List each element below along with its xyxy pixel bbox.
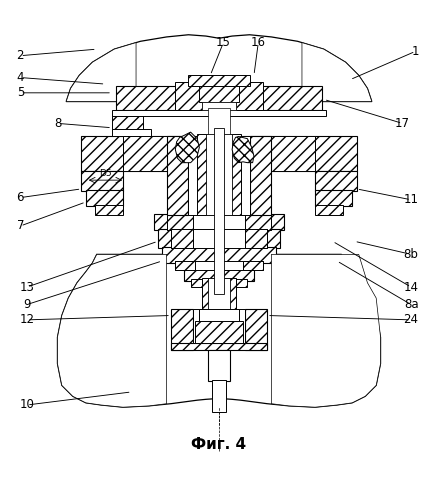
Polygon shape (66, 42, 136, 102)
Bar (201, 278, 237, 311)
Bar (175, 261, 263, 270)
Bar (171, 230, 267, 248)
Text: 11: 11 (403, 194, 419, 206)
Text: 24: 24 (403, 314, 419, 326)
Bar (188, 76, 250, 86)
Text: 2: 2 (17, 49, 24, 62)
Text: 4: 4 (17, 71, 24, 84)
Text: 12: 12 (19, 314, 35, 326)
Bar (191, 280, 247, 287)
Bar (212, 380, 226, 412)
Polygon shape (232, 136, 254, 162)
Text: Фиг. 4: Фиг. 4 (191, 437, 247, 452)
Bar (199, 309, 239, 320)
Bar (315, 190, 352, 206)
Text: 14: 14 (403, 280, 419, 293)
Bar (123, 136, 315, 172)
Bar (86, 190, 123, 206)
Text: 7: 7 (17, 220, 24, 232)
Bar (208, 350, 230, 381)
Polygon shape (166, 38, 272, 102)
Bar (272, 136, 315, 172)
Bar (95, 206, 123, 215)
Text: 9: 9 (23, 298, 31, 311)
Bar (208, 278, 230, 311)
Text: 8: 8 (54, 117, 61, 130)
Polygon shape (57, 254, 166, 407)
Bar (195, 320, 243, 342)
Bar (188, 136, 250, 215)
Bar (214, 128, 224, 294)
Bar (199, 84, 239, 102)
Text: 5: 5 (17, 86, 24, 100)
Text: 1: 1 (412, 45, 419, 58)
Bar (158, 230, 280, 248)
Bar (243, 261, 263, 270)
Bar (250, 136, 272, 215)
Bar (208, 108, 230, 136)
Text: 10: 10 (19, 398, 34, 411)
Bar (117, 86, 321, 110)
Bar (175, 82, 201, 110)
Bar (197, 134, 241, 215)
Text: 6: 6 (17, 191, 24, 204)
Bar (175, 261, 195, 270)
Bar (153, 214, 285, 230)
Polygon shape (57, 254, 381, 407)
Text: 8a: 8a (404, 298, 418, 311)
Bar (315, 172, 357, 191)
Bar (171, 309, 193, 350)
Bar (315, 206, 343, 215)
Bar (245, 309, 267, 350)
Bar (81, 136, 357, 172)
Text: 8b: 8b (404, 248, 419, 261)
Bar (193, 309, 245, 342)
Bar (206, 134, 232, 215)
Bar (112, 110, 326, 116)
Text: 17: 17 (395, 117, 410, 130)
Text: 13: 13 (19, 280, 34, 293)
Bar (237, 82, 263, 110)
Text: 16: 16 (251, 36, 266, 49)
Bar (112, 128, 151, 136)
Text: 15: 15 (216, 36, 231, 49)
Bar (201, 102, 237, 110)
Bar (245, 230, 267, 248)
Bar (184, 268, 254, 280)
Polygon shape (272, 254, 381, 407)
Bar (123, 136, 166, 172)
Bar (166, 136, 188, 215)
Bar (245, 214, 272, 230)
Text: D5: D5 (99, 169, 112, 178)
Bar (171, 230, 193, 248)
Bar (81, 172, 123, 191)
Polygon shape (66, 35, 372, 102)
Polygon shape (175, 132, 199, 162)
Bar (166, 214, 193, 230)
Polygon shape (302, 42, 372, 102)
Bar (112, 116, 143, 130)
Bar (162, 246, 276, 263)
Bar (166, 214, 272, 230)
Bar (171, 342, 267, 350)
